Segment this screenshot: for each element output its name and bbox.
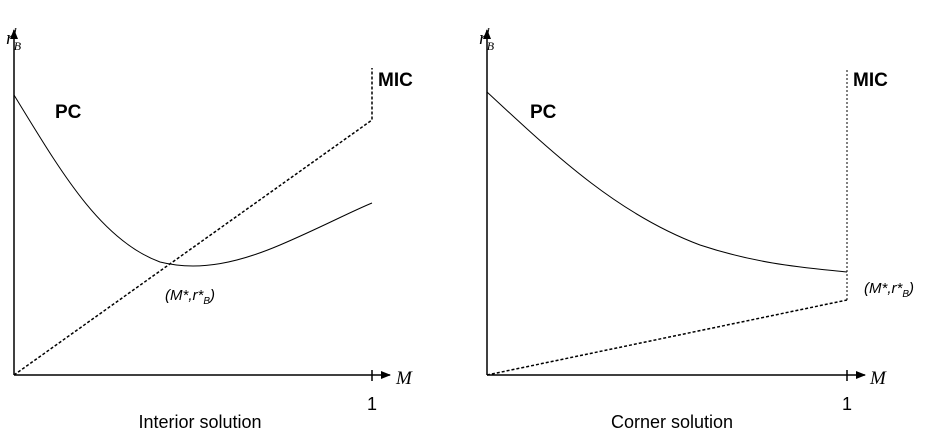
mic-line: [486, 299, 848, 376]
x-axis-label: M: [395, 368, 413, 389]
label-sub: B: [14, 39, 22, 53]
label-sub: B: [487, 39, 495, 53]
label-base: r: [479, 28, 487, 49]
caption: Interior solution: [138, 412, 261, 432]
mic-label: MIC: [853, 70, 888, 91]
x-axis-label: M: [869, 368, 887, 389]
y-axis-label: rl B: [479, 25, 495, 53]
label-close: ): [208, 287, 215, 304]
pc-curve: [486, 91, 848, 273]
label-main: (M*,r*: [165, 287, 204, 304]
label-close: ): [907, 280, 914, 297]
label-sub: B: [902, 289, 909, 300]
pc-label: PC: [55, 102, 82, 123]
y-axis-label: rl B: [6, 25, 22, 53]
x-tick-label: 1: [842, 394, 852, 414]
pc-label: PC: [530, 102, 557, 123]
point-label: (M*,r*B): [165, 287, 215, 307]
mic-curve: [13, 68, 373, 376]
caption: Corner solution: [611, 412, 733, 432]
label-sup: l: [486, 25, 490, 39]
label-sub: B: [203, 296, 210, 307]
label-base: r: [6, 28, 14, 49]
mic-label: MIC: [378, 70, 413, 91]
panel-interior: rl B M 1 PC MIC (M*,r*B) Interior solutio…: [6, 25, 413, 432]
x-tick-label: 1: [367, 394, 377, 414]
panel-corner: rl B M 1 PC MIC (M*,r*B) Corner solution: [479, 25, 914, 432]
point-label: (M*,r*B): [864, 280, 914, 300]
pc-curve: [13, 94, 373, 267]
label-main: (M*,r*: [864, 280, 903, 297]
label-sup: l: [13, 25, 17, 39]
